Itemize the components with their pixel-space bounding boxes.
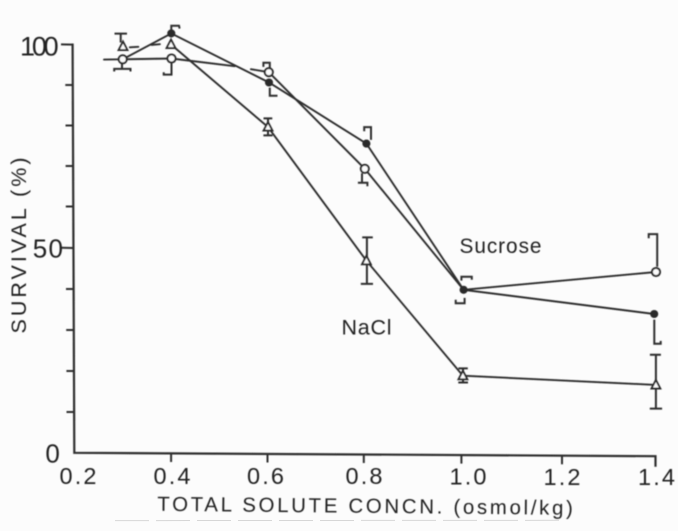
svg-text:50: 50 (33, 234, 64, 264)
svg-text:1.2: 1.2 (544, 464, 581, 490)
svg-text:0.2: 0.2 (60, 463, 97, 489)
svg-text:TOTAL SOLUTE CONCN. (osmol/kg): TOTAL SOLUTE CONCN. (osmol/kg) (157, 494, 573, 520)
svg-text:0.6: 0.6 (247, 463, 284, 489)
svg-text:0.4: 0.4 (154, 463, 191, 489)
svg-text:0: 0 (45, 438, 59, 468)
svg-text:Sucrose: Sucrose (460, 235, 542, 258)
svg-text:SURVIVAL (%): SURVIVAL (%) (7, 158, 31, 334)
svg-text:0.8: 0.8 (346, 463, 383, 489)
svg-text:100: 100 (20, 32, 58, 62)
svg-text:1.4: 1.4 (638, 464, 675, 490)
svg-text:NaCl: NaCl (342, 316, 392, 340)
svg-text:1.0: 1.0 (450, 464, 487, 490)
